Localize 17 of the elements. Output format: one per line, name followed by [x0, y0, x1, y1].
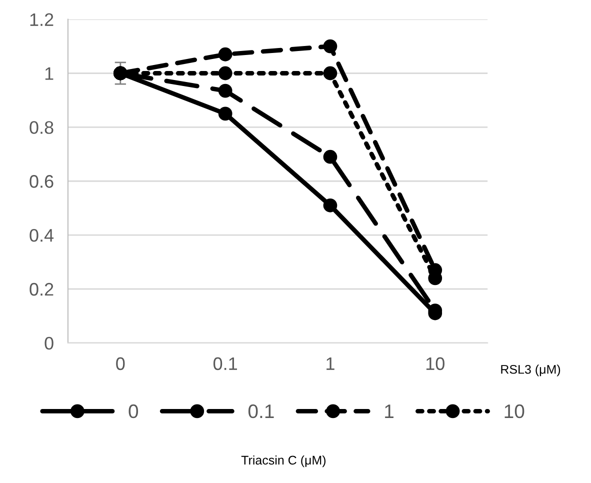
x-tick-label: 10: [426, 357, 444, 370]
y-tick-label: 0.6: [30, 175, 54, 188]
x-tick-label: 0: [116, 357, 125, 370]
legend-label: 1: [385, 404, 394, 418]
legend-title: Triacsin C (μM): [241, 455, 326, 468]
legend-label: 0: [128, 404, 138, 418]
legend-label: 0.1: [248, 404, 274, 418]
y-tick-label: 1.2: [30, 13, 54, 26]
y-tick-label: 0.4: [30, 228, 54, 242]
y-tick-label: 0: [44, 336, 54, 350]
y-tick-label: 0.2: [30, 282, 54, 296]
y-tick-label: 1: [45, 67, 54, 80]
legend-label: 10: [504, 404, 524, 418]
y-tick-label: 0.8: [30, 121, 54, 134]
x-tick-label: 0.1: [213, 357, 237, 370]
x-tick-label: 1: [326, 357, 334, 370]
x-axis-title: RSL3 (μM): [501, 364, 560, 376]
